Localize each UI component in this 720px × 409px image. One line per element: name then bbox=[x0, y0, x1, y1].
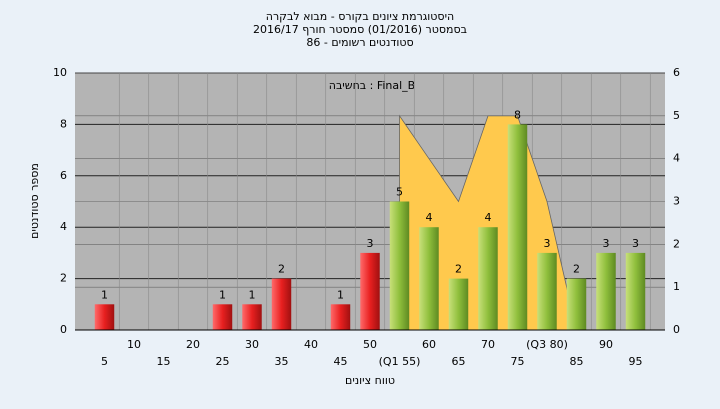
data-label: 3 bbox=[632, 237, 639, 250]
data-label: 2 bbox=[455, 263, 462, 276]
y-tick-label: 4 bbox=[60, 220, 67, 233]
bar bbox=[419, 227, 439, 330]
x-tick-label: 25 bbox=[216, 355, 230, 368]
data-label: 4 bbox=[426, 211, 433, 224]
x-tick-label: 65 bbox=[452, 355, 466, 368]
y2-tick-label: 6 bbox=[673, 66, 680, 79]
data-label: 2 bbox=[573, 263, 580, 276]
x-tick-label: 60 bbox=[422, 338, 436, 351]
bar bbox=[478, 227, 498, 330]
bar bbox=[566, 278, 587, 330]
y-tick-label: 10 bbox=[53, 66, 67, 79]
bar bbox=[507, 124, 528, 331]
data-label: 3 bbox=[367, 237, 374, 250]
bar bbox=[389, 201, 410, 330]
area bbox=[399, 114, 578, 331]
x-tick-label: 45 bbox=[334, 355, 348, 368]
x-tick-label: 90 bbox=[599, 338, 613, 351]
bar bbox=[330, 304, 351, 330]
data-label: 1 bbox=[219, 288, 226, 301]
x-tick-label: 85 bbox=[570, 355, 584, 368]
x-tick-label: 70 bbox=[481, 338, 495, 351]
x-tick-label: 5 bbox=[101, 355, 108, 368]
x-tick-label: (Q3 80) bbox=[526, 338, 568, 351]
y2-tick-label: 4 bbox=[673, 152, 680, 165]
annotation: בחשיבה : Final_B bbox=[329, 79, 415, 92]
y2-tick-label: 3 bbox=[673, 195, 680, 208]
bar bbox=[212, 304, 233, 330]
y2-tick-label: 1 bbox=[673, 280, 680, 293]
y-tick-label: 8 bbox=[60, 117, 67, 130]
bar bbox=[94, 304, 115, 330]
x-tick-label: 15 bbox=[157, 355, 171, 368]
data-label: 8 bbox=[514, 108, 521, 121]
chart-title: היסטוגרמת ציונים בקורס - מבוא לבקרה bbox=[266, 10, 454, 23]
chart-title: סטודנטים רשומים - 86 bbox=[306, 36, 413, 49]
data-label: 3 bbox=[603, 237, 610, 250]
bar bbox=[242, 304, 262, 330]
bar bbox=[537, 252, 557, 330]
data-label: 1 bbox=[101, 288, 108, 301]
x-axis-label: טווח ציונים bbox=[345, 374, 395, 387]
x-tick-label: 10 bbox=[127, 338, 141, 351]
bar bbox=[448, 278, 469, 330]
x-tick-label: (Q1 55) bbox=[379, 355, 421, 368]
data-label: 5 bbox=[396, 186, 403, 199]
bar bbox=[625, 252, 646, 330]
chart-title: בסמסטר (01/2016) סמסטר חורף 2016/17 bbox=[253, 23, 467, 36]
x-tick-label: 40 bbox=[304, 338, 318, 351]
y-axis-label: מספר סטודנטים bbox=[28, 163, 41, 239]
bar bbox=[596, 252, 616, 330]
data-label: 1 bbox=[337, 288, 344, 301]
data-label: 1 bbox=[249, 288, 256, 301]
data-label: 4 bbox=[485, 211, 492, 224]
x-tick-label: 35 bbox=[275, 355, 289, 368]
x-tick-label: 50 bbox=[363, 338, 377, 351]
y2-tick-label: 0 bbox=[673, 323, 680, 336]
bar bbox=[271, 278, 292, 330]
x-tick-label: 95 bbox=[629, 355, 643, 368]
data-label: 3 bbox=[544, 237, 551, 250]
x-tick-label: 20 bbox=[186, 338, 200, 351]
x-tick-label: 30 bbox=[245, 338, 259, 351]
y2-tick-label: 5 bbox=[673, 109, 680, 122]
y2-tick-label: 2 bbox=[673, 237, 680, 250]
y-tick-label: 2 bbox=[60, 272, 67, 285]
x-tick-label: 75 bbox=[511, 355, 525, 368]
y-tick-label: 0 bbox=[60, 323, 67, 336]
y-tick-label: 6 bbox=[60, 169, 67, 182]
bar bbox=[360, 252, 380, 330]
data-label: 2 bbox=[278, 263, 285, 276]
